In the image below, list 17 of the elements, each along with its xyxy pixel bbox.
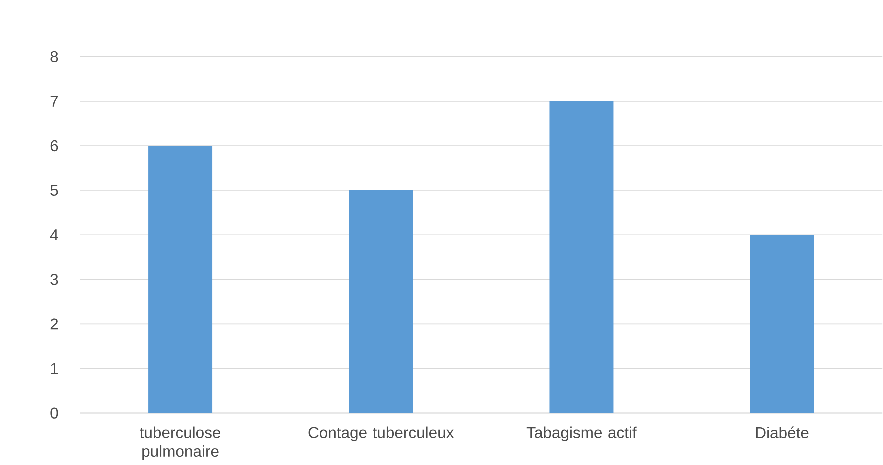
x-tick-label: Tabagisme actif — [526, 426, 637, 442]
x-tick-label: Contage tuberculeux — [308, 426, 454, 442]
y-tick-label: 3 — [50, 274, 58, 285]
bar — [148, 146, 213, 414]
bar — [750, 234, 814, 414]
x-tick-label: Diabéte — [756, 426, 809, 438]
y-tick-label: 1 — [51, 363, 58, 374]
y-tick-label: 5 — [50, 184, 58, 196]
y-tick-label: 6 — [50, 140, 58, 152]
y-tick-label: 2 — [50, 318, 58, 330]
bar — [550, 101, 614, 414]
bar — [349, 190, 414, 414]
y-tick-label: 4 — [50, 229, 58, 240]
y-tick-label: 7 — [50, 96, 58, 107]
y-tick-label: 8 — [50, 51, 58, 62]
y-tick-label: 0 — [50, 407, 58, 419]
x-tick-label: tuberculose pulmonaire — [140, 426, 221, 460]
